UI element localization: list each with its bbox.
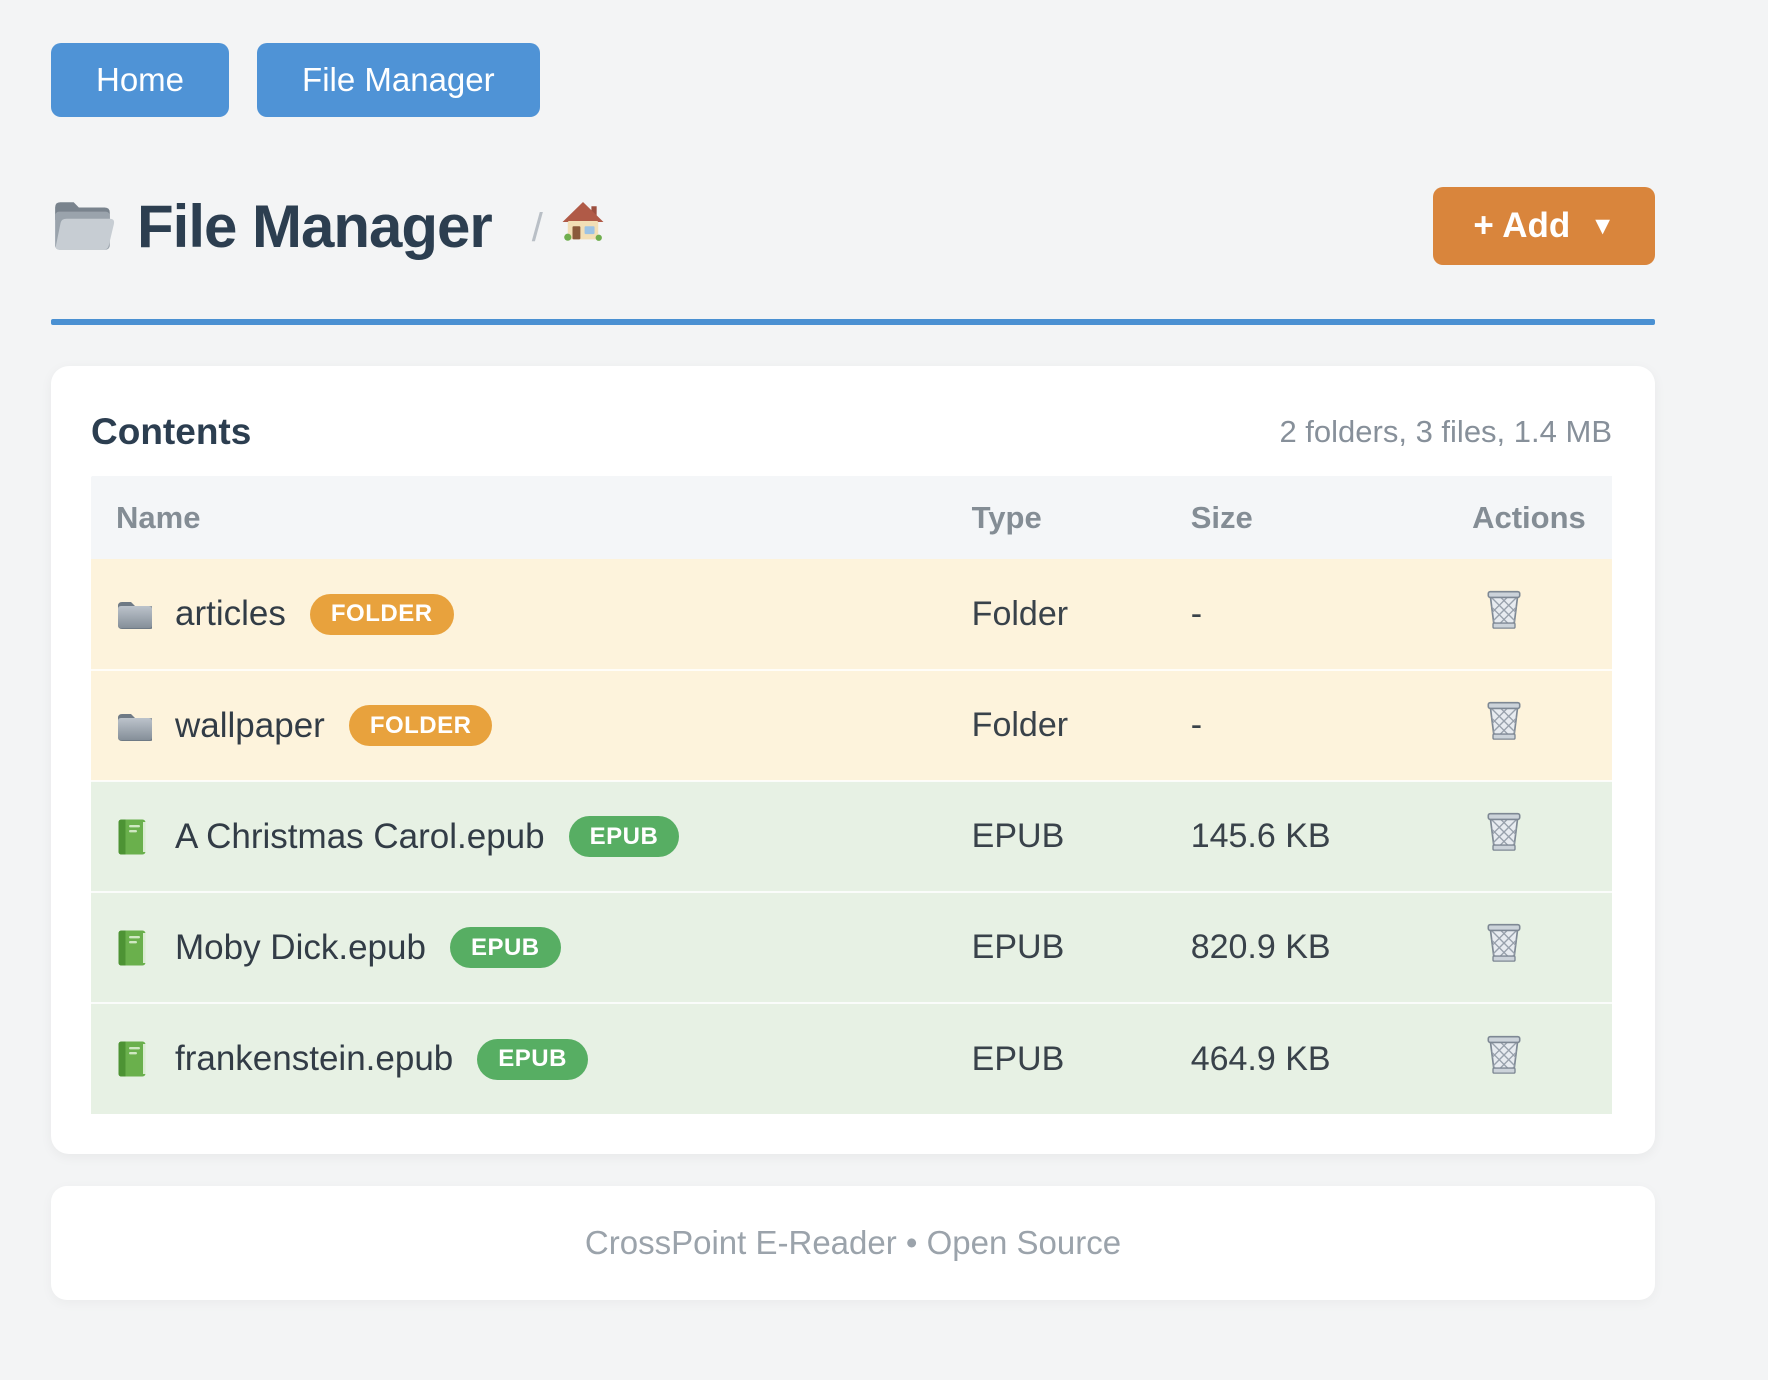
- file-name: articles: [175, 594, 286, 633]
- add-button-label: + Add: [1473, 206, 1571, 245]
- page-title: File Manager: [137, 192, 493, 260]
- table-row[interactable]: A Christmas Carol.epub EPUB EPUB 145.6 K…: [91, 780, 1612, 892]
- breadcrumb-home-link[interactable]: [561, 201, 605, 248]
- green-book-icon: [116, 818, 154, 856]
- file-size: 464.9 KB: [1190, 1002, 1473, 1114]
- file-name: wallpaper: [175, 705, 325, 745]
- nav-file-manager-button[interactable]: File Manager: [257, 43, 540, 117]
- green-book-icon: [116, 1040, 154, 1078]
- delete-button[interactable]: [1485, 921, 1523, 968]
- table-row[interactable]: frankenstein.epub EPUB EPUB 464.9 KB: [91, 1002, 1612, 1114]
- nav-home-button[interactable]: Home: [51, 43, 230, 117]
- file-type: Folder: [971, 669, 1191, 781]
- file-name-cell: Moby Dick.epub EPUB: [91, 927, 972, 968]
- file-name-cell: frankenstein.epub EPUB: [91, 1038, 972, 1080]
- file-name-cell: articles FOLDER: [91, 593, 972, 635]
- green-book-icon: [116, 929, 154, 967]
- contents-summary: 2 folders, 3 files, 1.4 MB: [1279, 414, 1612, 449]
- file-name: frankenstein.epub: [175, 1039, 454, 1078]
- file-type: EPUB: [971, 891, 1191, 1003]
- contents-card-header: Contents 2 folders, 3 files, 1.4 MB: [91, 410, 1612, 454]
- file-size: -: [1190, 594, 1203, 633]
- caret-down-icon: ▼: [1590, 211, 1615, 240]
- trash-icon: [1485, 588, 1523, 635]
- delete-button[interactable]: [1485, 588, 1523, 635]
- file-size: 145.6 KB: [1190, 780, 1473, 892]
- trash-icon: [1485, 921, 1523, 968]
- file-type-badge: FOLDER: [309, 593, 454, 635]
- breadcrumb-separator: /: [531, 205, 543, 250]
- table-header-row: Name Type Size Actions: [91, 476, 1612, 559]
- trash-icon: [1485, 1033, 1523, 1080]
- header-divider: [51, 319, 1655, 325]
- table-row[interactable]: articles FOLDER Folder -: [91, 559, 1612, 670]
- breadcrumb: /: [532, 201, 605, 252]
- title-wrap: File Manager /: [51, 192, 605, 261]
- file-size: -: [1190, 669, 1473, 781]
- breadcrumb-nav: Home File Manager: [51, 43, 1655, 117]
- house-icon: [561, 201, 605, 248]
- open-folder-icon: [51, 197, 117, 255]
- page-container: Home File Manager File Manager /: [51, 0, 1655, 1300]
- add-button[interactable]: + Add ▼: [1433, 187, 1655, 265]
- file-type-badge: EPUB: [477, 1038, 588, 1080]
- file-type: EPUB: [971, 1002, 1191, 1114]
- column-header-name: Name: [91, 476, 972, 559]
- delete-button[interactable]: [1485, 699, 1523, 746]
- file-type: EPUB: [971, 780, 1191, 892]
- trash-icon: [1485, 699, 1523, 746]
- column-header-type: Type: [971, 476, 1191, 559]
- page-header: File Manager /: [51, 187, 1655, 265]
- file-type-badge: EPUB: [449, 927, 561, 968]
- delete-button[interactable]: [1485, 1033, 1523, 1080]
- file-name: Moby Dick.epub: [175, 927, 426, 967]
- column-header-size: Size: [1190, 476, 1473, 559]
- folder-icon: [116, 709, 154, 743]
- table-row[interactable]: wallpaper FOLDER Folder -: [91, 669, 1612, 781]
- contents-heading: Contents: [91, 411, 252, 452]
- file-name-cell: wallpaper FOLDER: [91, 705, 972, 746]
- file-type-badge: EPUB: [568, 816, 680, 857]
- trash-icon: [1485, 810, 1523, 857]
- contents-card: Contents 2 folders, 3 files, 1.4 MB Name…: [51, 366, 1655, 1154]
- footer-text: CrossPoint E-Reader • Open Source: [584, 1224, 1122, 1261]
- file-size: 820.9 KB: [1190, 891, 1473, 1003]
- file-name-cell: A Christmas Carol.epub EPUB: [91, 816, 972, 857]
- file-type-badge: FOLDER: [348, 705, 493, 746]
- footer: CrossPoint E-Reader • Open Source: [51, 1186, 1655, 1300]
- file-type: Folder: [971, 594, 1069, 633]
- file-table: Name Type Size Actions articles FOLDER F…: [91, 476, 1612, 1114]
- file-name: A Christmas Carol.epub: [175, 816, 545, 856]
- table-row[interactable]: Moby Dick.epub EPUB EPUB 820.9 KB: [91, 891, 1612, 1003]
- delete-button[interactable]: [1485, 810, 1523, 857]
- folder-icon: [116, 597, 154, 631]
- column-header-actions: Actions: [1472, 476, 1612, 559]
